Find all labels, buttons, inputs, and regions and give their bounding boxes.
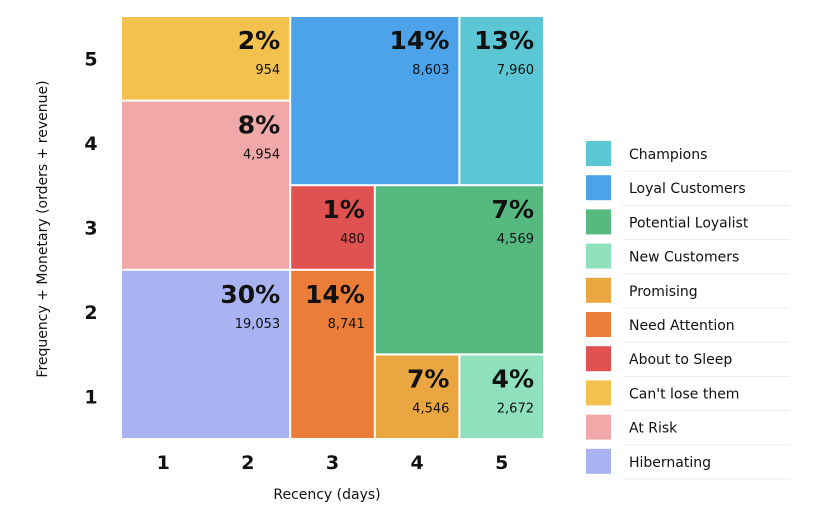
segment-tile bbox=[291, 186, 374, 269]
legend-label: Promising bbox=[629, 284, 698, 300]
legend-swatch bbox=[586, 141, 611, 166]
segment-tile bbox=[375, 355, 459, 438]
y-tick-label: 3 bbox=[84, 218, 97, 240]
segment-tile bbox=[460, 17, 543, 185]
segment-tile bbox=[291, 17, 459, 185]
x-axis-label: Recency (days) bbox=[273, 487, 380, 503]
legend-label: At Risk bbox=[629, 421, 678, 437]
legend-swatch bbox=[586, 312, 611, 337]
x-tick-label: 3 bbox=[326, 452, 339, 474]
legend-item: Hibernating bbox=[586, 448, 790, 480]
segment-champions: 13% 7,960 bbox=[460, 17, 543, 185]
legend-label: Hibernating bbox=[629, 455, 711, 471]
legend-item: Loyal Customers bbox=[586, 175, 790, 206]
x-tick-label: 2 bbox=[241, 452, 254, 474]
legend-swatch bbox=[586, 277, 611, 303]
segment-count: 4,569 bbox=[497, 232, 534, 247]
y-tick-label: 5 bbox=[84, 48, 97, 70]
legend-item: Promising bbox=[586, 277, 790, 309]
segment-promising: 7% 4,546 bbox=[375, 355, 459, 438]
segment-tile bbox=[122, 270, 290, 438]
segment-tile bbox=[460, 355, 543, 438]
legend-item: New Customers bbox=[586, 243, 790, 275]
y-axis-ticks: 1 2 3 4 5 bbox=[84, 48, 97, 408]
y-tick-label: 1 bbox=[84, 387, 97, 409]
legend-label: About to Sleep bbox=[629, 352, 732, 368]
segment-count: 2,672 bbox=[497, 401, 534, 416]
segment-at-risk: 8% 4,954 bbox=[122, 101, 290, 269]
segment-percent: 8% bbox=[238, 111, 280, 140]
segment-tile bbox=[122, 17, 290, 100]
legend-item: Can't lose them bbox=[586, 380, 790, 412]
segment-percent: 1% bbox=[322, 195, 364, 224]
segment-tiles: 2% 954 14% 8,603 13% 7,960 8% 4,954 1% 480 7% 4,569… bbox=[122, 17, 543, 438]
segment-about-to-sleep: 1% 480 bbox=[291, 186, 374, 269]
legend-swatch bbox=[586, 209, 611, 235]
legend-item: Champions bbox=[586, 141, 790, 172]
legend-label: Can't lose them bbox=[629, 386, 739, 402]
segment-can-t-lose-them: 2% 954 bbox=[122, 17, 290, 100]
legend-label: Champions bbox=[629, 147, 707, 163]
x-axis-ticks: 1 2 3 4 5 bbox=[157, 452, 509, 474]
y-axis-label: Frequency + Monetary (orders + revenue) bbox=[35, 80, 51, 377]
segment-percent: 7% bbox=[492, 195, 534, 224]
legend-swatch bbox=[586, 346, 611, 372]
segment-percent: 4% bbox=[492, 364, 534, 393]
segment-count: 19,053 bbox=[235, 317, 281, 332]
segment-percent: 13% bbox=[474, 26, 534, 55]
legend-swatch bbox=[586, 380, 611, 406]
legend-swatch bbox=[586, 448, 611, 474]
segment-percent: 14% bbox=[305, 280, 365, 309]
legend-item: About to Sleep bbox=[586, 346, 790, 377]
x-tick-label: 5 bbox=[495, 452, 508, 474]
segment-tile bbox=[291, 270, 374, 438]
segment-percent: 2% bbox=[238, 26, 280, 55]
segment-tile bbox=[122, 101, 290, 269]
legend-label: Need Attention bbox=[629, 318, 735, 334]
segment-tile bbox=[375, 186, 543, 354]
segment-potential-loyalist: 7% 4,569 bbox=[375, 186, 543, 354]
segment-count: 954 bbox=[255, 63, 280, 78]
legend: Champions Loyal Customers Potential Loyali… bbox=[586, 141, 790, 480]
segment-count: 8,741 bbox=[328, 317, 365, 332]
segment-count: 4,954 bbox=[243, 148, 280, 163]
segment-percent: 14% bbox=[390, 26, 450, 55]
segment-hibernating: 30% 19,053 bbox=[122, 270, 290, 438]
x-tick-label: 4 bbox=[410, 452, 423, 474]
x-tick-label: 1 bbox=[157, 452, 170, 474]
legend-swatch bbox=[586, 175, 611, 201]
legend-item: Potential Loyalist bbox=[586, 209, 790, 241]
segment-count: 480 bbox=[340, 232, 365, 247]
legend-label: Loyal Customers bbox=[629, 181, 746, 197]
legend-label: Potential Loyalist bbox=[629, 215, 749, 231]
legend-label: New Customers bbox=[629, 250, 739, 266]
segment-count: 7,960 bbox=[497, 63, 534, 78]
segment-percent: 7% bbox=[407, 364, 449, 393]
segment-count: 8,603 bbox=[412, 63, 449, 78]
legend-swatch bbox=[586, 243, 611, 269]
legend-swatch bbox=[586, 414, 611, 440]
legend-item: At Risk bbox=[586, 414, 790, 446]
segment-percent: 30% bbox=[220, 280, 280, 309]
segment-count: 4,546 bbox=[412, 401, 449, 416]
segment-need-attention: 14% 8,741 bbox=[291, 270, 374, 438]
y-tick-label: 2 bbox=[84, 302, 97, 324]
segment-loyal-customers: 14% 8,603 bbox=[291, 17, 459, 185]
segment-new-customers: 4% 2,672 bbox=[460, 355, 543, 438]
y-tick-label: 4 bbox=[84, 133, 97, 155]
legend-item: Need Attention bbox=[586, 312, 790, 343]
